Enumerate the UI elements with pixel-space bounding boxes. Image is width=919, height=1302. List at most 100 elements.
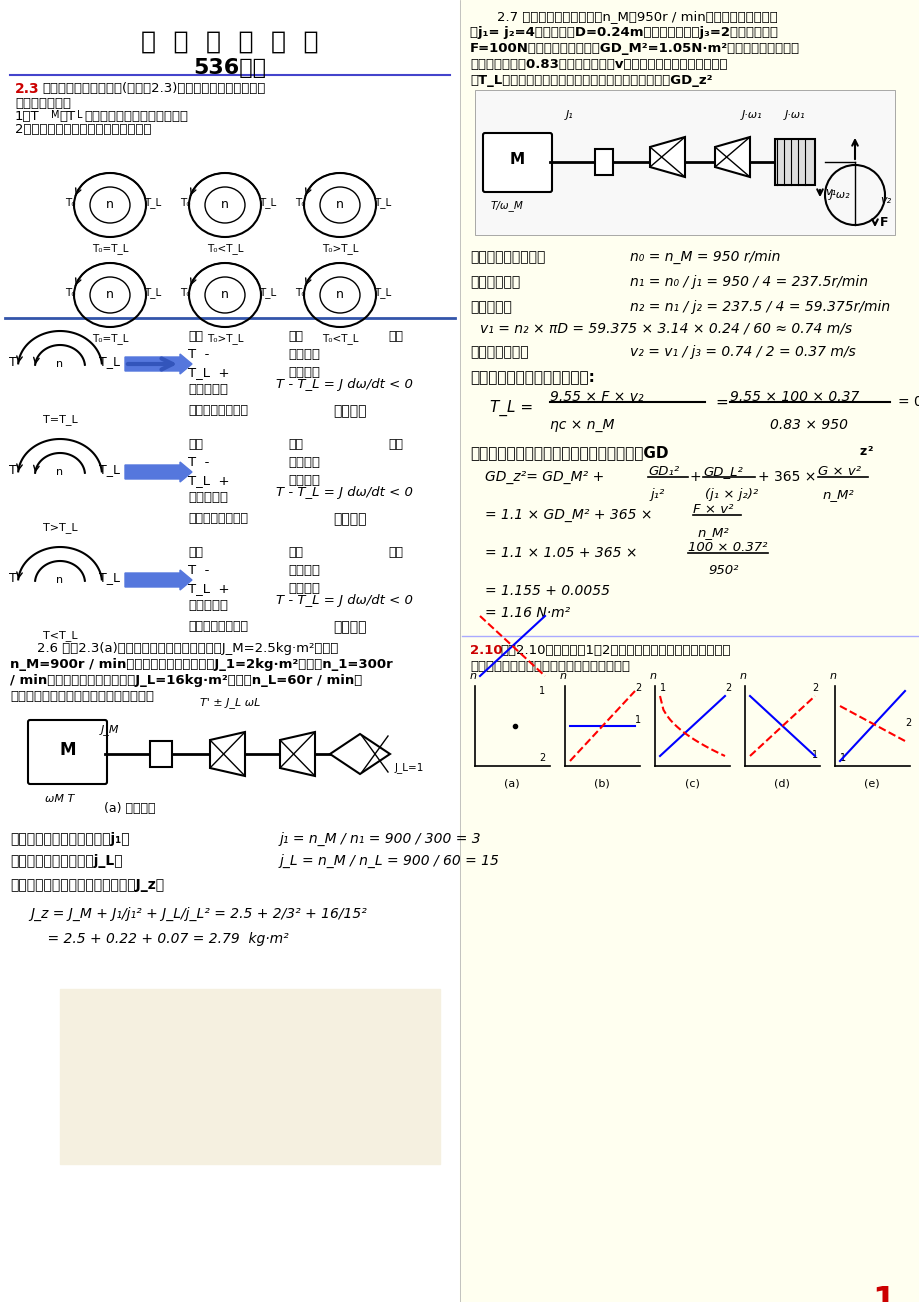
Text: n_M²: n_M² xyxy=(698,526,729,539)
Polygon shape xyxy=(650,137,685,177)
Text: z: z xyxy=(859,445,867,458)
Text: 制动转矩: 制动转矩 xyxy=(288,474,320,487)
Text: 2.3: 2.3 xyxy=(15,82,40,96)
Bar xyxy=(460,0,919,1302)
Text: 2.6 如图2.3(a)所示，电动机轴上的转动惯量J_M=2.5kg·m²，转速: 2.6 如图2.3(a)所示，电动机轴上的转动惯量J_M=2.5kg·m²，转速 xyxy=(20,642,338,655)
Text: 总的传动效率为0.83。试求提升速度v和折算到电动机轴上的静态转: 总的传动效率为0.83。试求提升速度v和折算到电动机轴上的静态转 xyxy=(470,59,727,72)
Polygon shape xyxy=(714,137,749,177)
Text: GD₁²: GD₁² xyxy=(647,465,678,478)
Text: T₀: T₀ xyxy=(180,288,191,298)
Text: 比j₁= j₂=4，卷筒直径D=0.24m，滑轮的减速比j₃=2，起重负荷力: 比j₁= j₂=4，卷筒直径D=0.24m，滑轮的减速比j₃=2，起重负荷力 xyxy=(470,26,777,39)
Text: T>T_L: T>T_L xyxy=(42,522,77,533)
Text: j₁²: j₁² xyxy=(651,488,664,501)
Text: 减速状态: 减速状态 xyxy=(333,620,366,634)
Text: 950²: 950² xyxy=(708,564,738,577)
Text: 减速状态: 减速状态 xyxy=(333,512,366,526)
Text: 符号: 符号 xyxy=(187,329,203,342)
Text: 状态: 状态 xyxy=(388,437,403,450)
Text: 性质: 性质 xyxy=(288,329,302,342)
Text: ωM T: ωM T xyxy=(45,794,74,805)
Text: 折算到电动机轴上的静态转矩:: 折算到电动机轴上的静态转矩: xyxy=(470,370,595,385)
Text: T_L =: T_L = xyxy=(490,400,532,417)
Text: 状态: 状态 xyxy=(388,546,403,559)
Text: T₀: T₀ xyxy=(295,198,306,208)
Text: +: + xyxy=(689,470,701,484)
Text: T  -: T - xyxy=(187,564,210,577)
Text: 试判定那些是系统的稳定平衡点？那些不是？: 试判定那些是系统的稳定平衡点？那些不是？ xyxy=(470,660,630,673)
Text: v₁: v₁ xyxy=(824,187,835,197)
Text: 制动转矩: 制动转矩 xyxy=(288,582,320,595)
Text: T: T xyxy=(9,572,17,585)
Text: T_L: T_L xyxy=(99,572,120,585)
Text: 制动转矩: 制动转矩 xyxy=(288,366,320,379)
Text: T_L: T_L xyxy=(374,198,391,208)
Text: v₁ = n₂ × πD = 59.375 × 3.14 × 0.24 / 60 ≈ 0.74 m/s: v₁ = n₂ × πD = 59.375 × 3.14 × 0.24 / 60… xyxy=(480,322,851,336)
Text: 符号: 符号 xyxy=(187,437,203,450)
Text: 解：在电机轴速度：: 解：在电机轴速度： xyxy=(470,250,545,264)
Text: T₀: T₀ xyxy=(65,198,76,208)
Text: + 365 ×: + 365 × xyxy=(757,470,815,484)
Text: n: n xyxy=(106,289,114,302)
Text: 1）T: 1）T xyxy=(15,109,40,122)
Bar xyxy=(595,148,612,174)
Text: T_L: T_L xyxy=(259,288,276,298)
FancyArrow shape xyxy=(125,462,192,482)
Text: n: n xyxy=(56,467,63,477)
Text: F: F xyxy=(879,216,888,229)
Text: 运动方程：: 运动方程： xyxy=(187,383,228,396)
Text: 减速状态: 减速状态 xyxy=(333,404,366,418)
Text: 试求折算到电动机轴上的等效转动惯量。: 试求折算到电动机轴上的等效转动惯量。 xyxy=(10,690,153,703)
Text: T_L: T_L xyxy=(374,288,391,298)
Text: J_z = J_M + J₁/j₁² + J_L/j_L² = 2.5 + 2/3² + 16/15²: J_z = J_M + J₁/j₁² + J_L/j_L² = 2.5 + 2/… xyxy=(30,907,367,921)
Text: 系统运动状态为：: 系统运动状态为： xyxy=(187,620,248,633)
Text: = 1.1 × GD_M² + 365 ×: = 1.1 × GD_M² + 365 × xyxy=(484,508,652,522)
Text: 矩T_L以及折算到电动机轴上整个拖动系统的飞轮惯量GD_z²: 矩T_L以及折算到电动机轴上整个拖动系统的飞轮惯量GD_z² xyxy=(470,74,711,87)
Text: T_L: T_L xyxy=(144,198,161,208)
Text: (a) 旋转运动: (a) 旋转运动 xyxy=(104,802,155,815)
Text: J_M: J_M xyxy=(101,724,119,734)
Text: 2: 2 xyxy=(634,684,641,693)
Text: 1: 1 xyxy=(871,1285,894,1302)
Text: T - T_L = J dω/dt < 0: T - T_L = J dω/dt < 0 xyxy=(276,378,413,391)
Bar xyxy=(774,139,814,185)
Text: 状态: 状态 xyxy=(388,329,403,342)
Text: 折算到电动机轴上整个拖动系统的飞轮惯量GD: 折算到电动机轴上整个拖动系统的飞轮惯量GD xyxy=(470,445,668,460)
Text: n: n xyxy=(221,198,229,211)
Text: 、T: 、T xyxy=(59,109,75,122)
Text: 符号: 符号 xyxy=(187,546,203,559)
Polygon shape xyxy=(279,732,314,776)
Text: (d): (d) xyxy=(773,779,789,788)
Text: n₁ = n₀ / j₁ = 950 / 4 = 237.5r/min: n₁ = n₀ / j₁ = 950 / 4 = 237.5r/min xyxy=(630,275,867,289)
Text: = 2.5 + 0.22 + 0.07 = 2.79  kg·m²: = 2.5 + 0.22 + 0.07 = 2.79 kg·m² xyxy=(30,932,289,947)
Bar xyxy=(60,990,439,1164)
Text: 卷筒速度：: 卷筒速度： xyxy=(470,299,511,314)
Text: j₁ = n_M / n₁ = 900 / 300 = 3: j₁ = n_M / n₁ = 900 / 300 = 3 xyxy=(279,832,482,846)
Text: GD_L²: GD_L² xyxy=(702,465,742,478)
Text: 制动转矩: 制动转矩 xyxy=(288,564,320,577)
Text: 重物提升速度：: 重物提升速度： xyxy=(470,345,528,359)
Text: 系统运动状态为：: 系统运动状态为： xyxy=(187,512,248,525)
Text: T: T xyxy=(9,355,17,368)
Text: GD_z²= GD_M² +: GD_z²= GD_M² + xyxy=(484,470,604,484)
Text: n: n xyxy=(649,671,656,681)
Text: (j₁ × j₂)²: (j₁ × j₂)² xyxy=(704,488,757,501)
Text: M: M xyxy=(509,152,524,168)
Text: J·ω₁: J·ω₁ xyxy=(784,109,804,120)
Text: T₀>T_L: T₀>T_L xyxy=(207,333,243,344)
Text: J₁: J₁ xyxy=(565,109,573,120)
Text: T_L: T_L xyxy=(99,355,120,368)
Text: T₀>T_L: T₀>T_L xyxy=(322,243,357,254)
Text: T/ω_M: T/ω_M xyxy=(490,201,523,211)
FancyBboxPatch shape xyxy=(28,720,107,784)
Bar xyxy=(150,741,172,767)
Text: T_L: T_L xyxy=(259,198,276,208)
Text: 2: 2 xyxy=(811,684,817,693)
Text: T - T_L = J dω/dt < 0: T - T_L = J dω/dt < 0 xyxy=(276,594,413,607)
Text: n: n xyxy=(559,671,566,681)
Text: n: n xyxy=(829,671,835,681)
Text: 2: 2 xyxy=(724,684,731,693)
Text: / min；生产机械轴的转动惯量J_L=16kg·m²，转速n_L=60r / min。: / min；生产机械轴的转动惯量J_L=16kg·m²，转速n_L=60r / … xyxy=(10,674,362,687)
Text: n: n xyxy=(335,289,344,302)
Text: T_L  +: T_L + xyxy=(187,582,229,595)
Text: 9.55 × 100 × 0.37: 9.55 × 100 × 0.37 xyxy=(729,391,858,404)
